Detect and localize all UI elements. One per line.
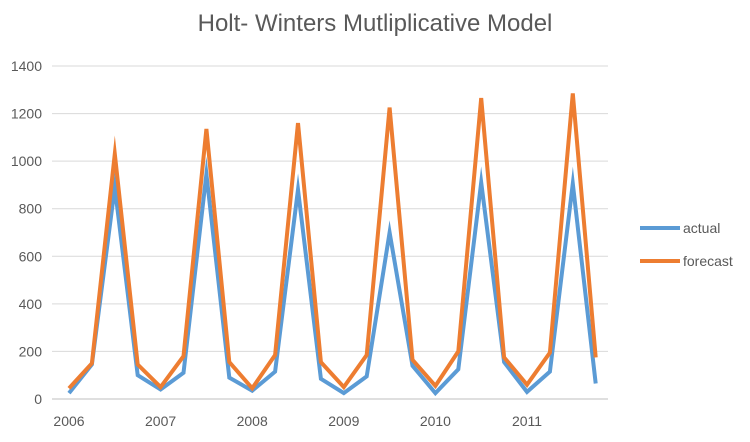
y-tick-label: 200 bbox=[19, 343, 43, 359]
y-axis-ticks: 0 200 400 600 800 1000 1200 1400 bbox=[11, 58, 42, 407]
x-tick-label: 2011 bbox=[512, 413, 542, 429]
legend: actual forecast bbox=[640, 220, 733, 269]
y-tick-label: 600 bbox=[19, 248, 43, 264]
chart-title: Holt- Winters Mutliplicative Model bbox=[197, 10, 553, 37]
legend-label-actual: actual bbox=[683, 220, 720, 236]
legend-label-forecast: forecast bbox=[683, 253, 733, 269]
x-tick-label: 2008 bbox=[237, 413, 268, 429]
y-tick-label: 1400 bbox=[11, 58, 42, 74]
x-tick-label: 2007 bbox=[145, 413, 176, 429]
x-tick-label: 2009 bbox=[328, 413, 359, 429]
gridlines bbox=[52, 65, 608, 400]
series-lines bbox=[67, 93, 598, 397]
y-tick-label: 0 bbox=[34, 391, 42, 407]
series-line-actual bbox=[67, 156, 598, 397]
x-tick-label: 2006 bbox=[53, 413, 84, 429]
x-tick-label: 2010 bbox=[420, 413, 451, 429]
y-tick-label: 400 bbox=[19, 296, 43, 312]
y-tick-label: 1200 bbox=[11, 106, 42, 122]
x-axis-ticks: 2006 2007 2008 2009 2010 2011 bbox=[53, 413, 542, 429]
y-tick-label: 1000 bbox=[11, 153, 42, 169]
y-tick-label: 800 bbox=[19, 201, 43, 217]
series-line-forecast bbox=[67, 93, 598, 392]
